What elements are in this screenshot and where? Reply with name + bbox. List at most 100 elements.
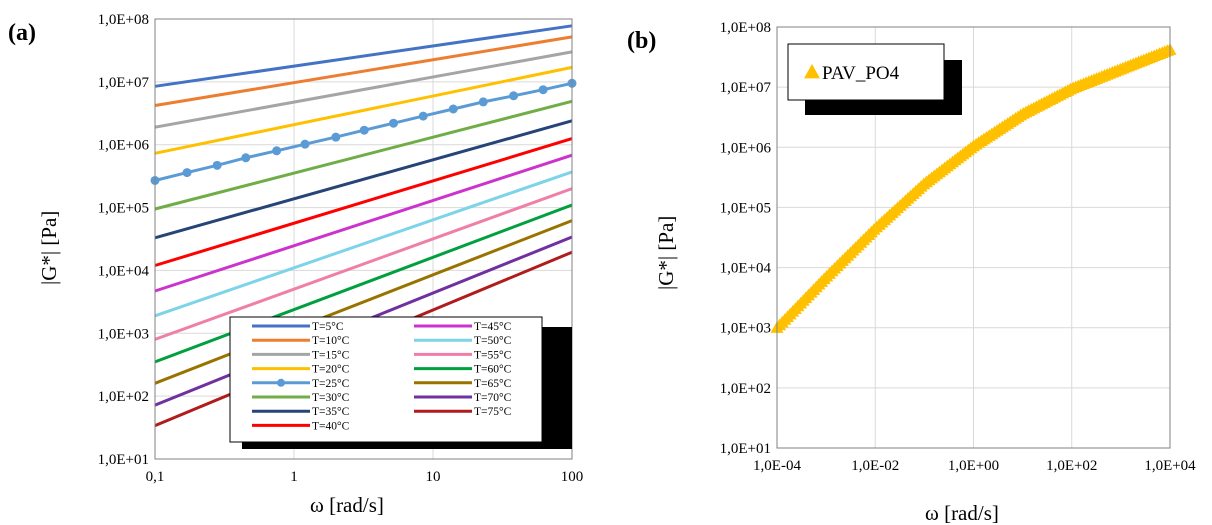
panel-label-a: (a) [8,20,36,46]
y-tick-label: 1,0E+05 [720,200,771,216]
x-tick-labels-b: 1,0E-04 1,0E-02 1,0E+00 1,0E+02 1,0E+04 [753,458,1196,474]
y-tick-label: 1,0E+08 [98,12,149,28]
legend-label: T=45°C [474,321,512,333]
legend-entry-PAV_PO4: PAV_PO4 [804,63,900,84]
plot-frame-a [154,18,573,460]
series-line-T=60°C [154,203,573,364]
y-tick-label: 1,0E+06 [720,140,772,156]
data-point [359,125,369,135]
y-tick-label: 1,0E+07 [98,75,150,91]
series-line-T=35°C [154,119,573,240]
legend-entry-T=20°C: T=20°C [252,364,350,376]
legend-label: T=70°C [474,392,512,404]
x-axis-label-a: ω [rad/s] [310,493,384,517]
x-tick-label: 1,0E-04 [753,458,801,474]
series-line-T=55°C [154,187,573,341]
y-tick-label: 1,0E+06 [98,138,150,154]
legend-label: T=20°C [312,364,350,376]
legend-entry-T=75°C: T=75°C [414,406,512,418]
legend-label: T=30°C [312,392,350,404]
legend-label: T=40°C [312,420,350,432]
data-point [448,104,458,114]
legend-label: T=10°C [312,335,350,347]
legend-label: T=55°C [474,349,512,361]
chart-panel-b: (b) 1,0E+011,0E+021,0E+031,0E+041,0E+051… [627,20,1196,525]
x-tick-label: 1 [290,469,298,485]
legend-entry-T=40°C: T=40°C [252,420,350,432]
chart-panel-a: (a) 1,0E+011,0E+021,0E+031,0E+041,0E+051… [8,12,583,517]
y-tick-label: 1,0E+01 [98,452,149,468]
legend-label: T=15°C [312,349,350,361]
x-tick-label: 10 [426,469,441,485]
legend-marker [804,64,820,79]
y-tick-label: 1,0E+05 [98,201,149,217]
legend-label: PAV_PO4 [822,63,900,84]
legend-entry-T=35°C: T=35°C [252,406,350,418]
legend-label: T=75°C [474,406,512,418]
legend-items-a: T=5°C T=10°C T=15°C T=20°C T=25°C T=30°C T=35°… [252,321,512,432]
data-point [212,160,222,170]
y-tick-label: 1,0E+03 [98,326,149,342]
legend-a: T=5°C T=10°C T=15°C T=20°C T=25°C T=30°C T=35°… [229,316,572,449]
legend-entry-T=60°C: T=60°C [414,364,512,376]
series-line-T=30°C [154,99,573,211]
series-line-T=5°C [154,24,573,88]
legend-entry-T=10°C: T=10°C [252,335,350,347]
series-layer-a [150,24,577,427]
data-point [182,168,192,178]
legend-label: T=65°C [474,378,512,390]
legend-label: T=35°C [312,406,350,418]
y-tick-labels-a: 1,0E+01 1,0E+02 1,0E+03 1,0E+04 1,0E+05 1,0E+… [98,12,150,468]
legend-entry-T=55°C: T=55°C [414,349,512,361]
x-tick-label: 100 [561,469,584,485]
legend-label: T=50°C [474,335,512,347]
x-tick-label: 0,1 [146,469,165,485]
legend-entry-T=50°C: T=50°C [414,335,512,347]
legend-label: T=60°C [474,364,512,376]
y-tick-label: 1,0E+02 [720,381,771,397]
legend-entry-T=45°C: T=45°C [414,321,512,333]
x-tick-label: 1,0E+00 [948,458,999,474]
data-point [509,91,519,101]
legend-entry-T=5°C: T=5°C [252,321,344,333]
series-layer-b [770,43,1177,333]
data-point [389,118,399,128]
legend-entry-T=70°C: T=70°C [414,392,512,404]
y-tick-label: 1,0E+04 [720,261,772,277]
data-point [538,85,548,95]
series-line-T=45°C [154,153,573,293]
x-tick-label: 1,0E+04 [1144,458,1196,474]
legend-label: T=25°C [312,378,350,390]
legend-items-b: PAV_PO4 [804,63,900,84]
series-line-T=65°C [154,219,573,385]
series-line-T=50°C [154,170,573,318]
x-tick-label: 1,0E+02 [1046,458,1097,474]
x-tick-labels-a: 0,1 1 10 100 [146,469,584,485]
series-line-T=10°C [154,35,573,107]
data-point [300,139,310,149]
legend-entry-T=25°C: T=25°C [252,378,350,390]
data-point [418,111,428,121]
y-tick-label: 1,0E+07 [720,80,772,96]
x-axis-label-b: ω [rad/s] [925,501,999,525]
series-line-T=40°C [154,137,573,267]
plot-frame-b [776,26,1171,449]
data-point [241,153,251,163]
series-line-T=15°C [154,50,573,129]
y-axis-label-a: |G*| [Pa] [37,211,61,285]
series-line-T=20°C [154,65,573,155]
legend-entry-T=65°C: T=65°C [414,378,512,390]
legend-marker [277,378,285,387]
y-axis-label-b: |G*| [Pa] [654,216,678,290]
data-point [272,146,282,156]
legend-label: T=5°C [312,321,344,333]
legend-entry-T=15°C: T=15°C [252,349,350,361]
legend-b: PAV_PO4 [787,43,962,115]
legend-entry-T=30°C: T=30°C [252,392,350,404]
y-tick-label: 1,0E+02 [98,389,149,405]
y-tick-label: 1,0E+04 [98,263,150,279]
y-tick-label: 1,0E+01 [720,441,771,457]
x-tick-label: 1,0E-02 [851,458,899,474]
y-tick-labels-b: 1,0E+01 1,0E+02 1,0E+03 1,0E+04 1,0E+05 1,0E+… [720,20,772,457]
